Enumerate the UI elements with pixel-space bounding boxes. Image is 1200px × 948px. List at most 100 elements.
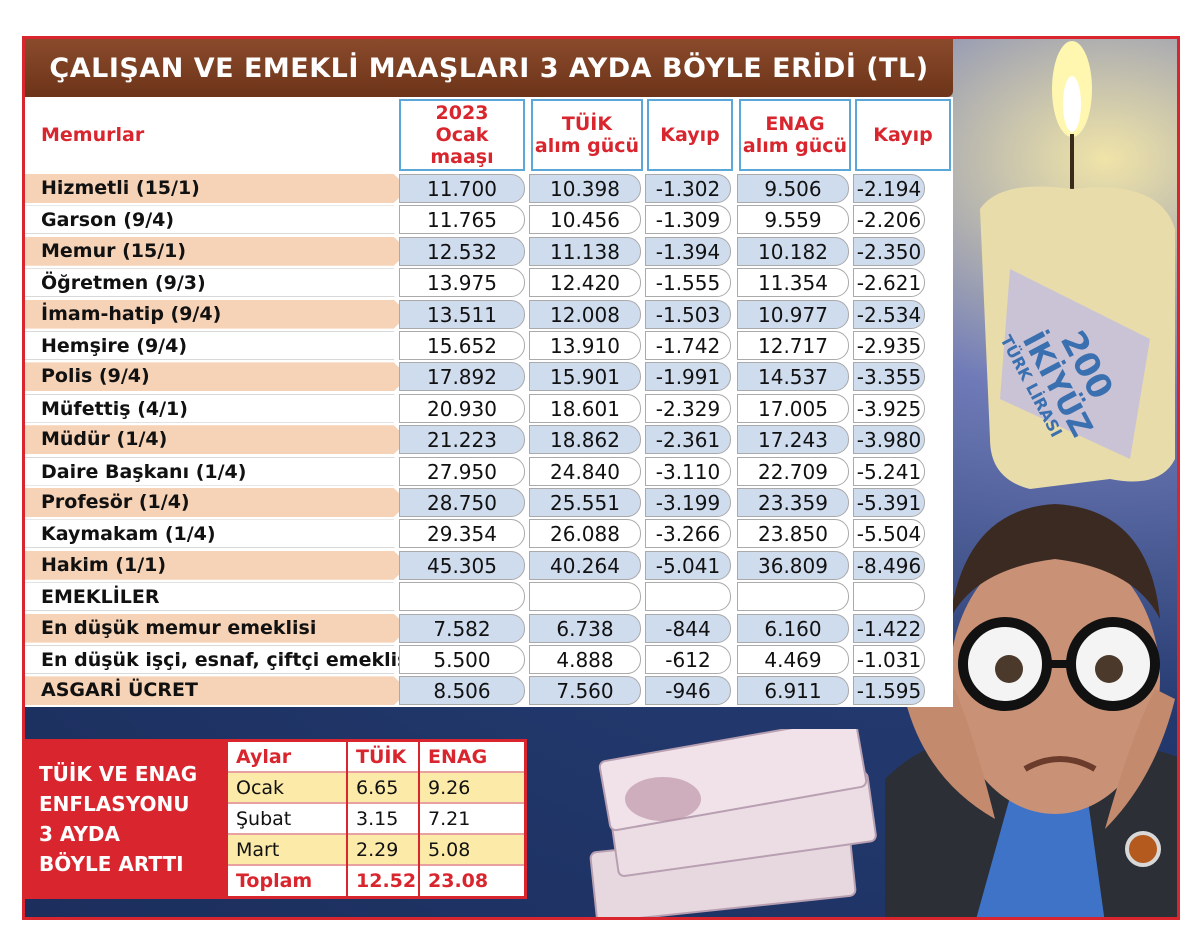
row-label: Öğretmen (9/3) xyxy=(25,268,409,298)
table-cell: -3.110 xyxy=(645,456,731,486)
inflation-row: Mart 2.29 5.08 xyxy=(228,835,524,866)
inflation-total-row: Toplam 12.52 23.08 xyxy=(228,866,524,897)
table-cell: -1.031 xyxy=(853,645,925,674)
table-cell: 9.506 xyxy=(737,174,849,203)
table-cell: -844 xyxy=(645,613,731,643)
inflation-month: Mart xyxy=(236,839,280,861)
inflation-label-line: 3 AYDA xyxy=(39,822,121,846)
table-cell: -3.355 xyxy=(853,362,925,392)
inflation-tuik: 3.15 xyxy=(346,804,418,835)
row-label: Memur (15/1) xyxy=(25,236,409,266)
header-ocak-line2: Ocak maaşı xyxy=(430,124,494,168)
table-cell: 17.243 xyxy=(737,425,849,455)
header-enag-line1: ENAG xyxy=(765,113,825,135)
table-row: EMEKLİLER xyxy=(25,581,953,612)
inflation-header-aylar: Aylar xyxy=(236,746,292,768)
table-cell: 10.182 xyxy=(737,236,849,266)
inflation-label-line: ENFLASYONU xyxy=(39,792,190,816)
table-cell: -3.925 xyxy=(853,393,925,423)
table-cell: -1.742 xyxy=(645,331,731,360)
inflation-enag: 5.08 xyxy=(418,835,524,866)
table-cell: -8.496 xyxy=(853,550,925,580)
inflation-label-line: TÜİK VE ENAG xyxy=(39,762,198,786)
inflation-row: Ocak 6.65 9.26 xyxy=(228,773,524,804)
table-cell: -3.266 xyxy=(645,519,731,549)
header-kayip-2: Kayıp xyxy=(855,99,951,171)
table-cell: 36.809 xyxy=(737,550,849,580)
table-cell: 24.840 xyxy=(529,456,641,486)
table-cell xyxy=(645,582,731,612)
worried-man-icon xyxy=(885,504,1177,917)
table-cell: 14.537 xyxy=(737,362,849,392)
row-label: En düşük işçi, esnaf, çiftçi emeklisi xyxy=(25,645,409,674)
table-cell: 13.511 xyxy=(399,299,525,329)
table-cell: -5.041 xyxy=(645,550,731,580)
header-ocak-maasi: 2023 Ocak maaşı xyxy=(399,99,525,171)
inflation-total-label: Toplam xyxy=(236,870,313,892)
table-cell: 11.354 xyxy=(737,268,849,298)
table-row: Kaymakam (1/4) 29.354 26.088 -3.266 23.850 -5… xyxy=(25,518,953,549)
inflation-header-row: Aylar TÜİK ENAG xyxy=(228,742,524,773)
table-row: Hemşire (9/4) 15.652 13.910 -1.742 12.717 -2.… xyxy=(25,330,953,361)
table-cell: 18.862 xyxy=(529,425,641,455)
table-cell: 12.420 xyxy=(529,268,641,298)
table-cell: 8.506 xyxy=(399,676,525,706)
table-cell: -1.595 xyxy=(853,676,925,706)
row-label: En düşük memur emeklisi xyxy=(25,613,409,643)
table-cell: -1.422 xyxy=(853,613,925,643)
table-cell: 29.354 xyxy=(399,519,525,549)
table-cell: -1.309 xyxy=(645,205,731,235)
row-label: Müdür (1/4) xyxy=(25,425,409,455)
table-cell: -5.391 xyxy=(853,488,925,517)
table-cell: 11.700 xyxy=(399,174,525,203)
table-cell: -946 xyxy=(645,676,731,706)
table-cell: -2.206 xyxy=(853,205,925,235)
header-kayip-1-line: Kayıp xyxy=(660,124,720,146)
table-cell: 12.532 xyxy=(399,236,525,266)
inflation-enag: 9.26 xyxy=(418,773,524,804)
table-cell: 20.930 xyxy=(399,393,525,423)
table-row: En düşük memur emeklisi 7.582 6.738 -844 6.1… xyxy=(25,613,953,644)
table-cell: 7.560 xyxy=(529,676,641,706)
row-label: ASGARİ ÜCRET xyxy=(25,676,409,706)
table-row: Polis (9/4) 17.892 15.901 -1.991 14.537 -3.35… xyxy=(25,361,953,392)
inflation-tuik: 2.29 xyxy=(346,835,418,866)
table-cell: -1.991 xyxy=(645,362,731,392)
row-label: EMEKLİLER xyxy=(25,582,409,612)
table-cell: 10.398 xyxy=(529,174,641,203)
inflation-month: Ocak xyxy=(236,777,285,799)
table-cell: -1.503 xyxy=(645,299,731,329)
row-label: İmam-hatip (9/4) xyxy=(25,299,409,329)
row-label: Profesör (1/4) xyxy=(25,488,409,517)
header-tuik-line1: TÜİK xyxy=(561,113,613,135)
table-cell: 10.456 xyxy=(529,205,641,235)
table-cell: 17.005 xyxy=(737,393,849,423)
table-row: Hakim (1/1) 45.305 40.264 -5.041 36.809 -8.49… xyxy=(25,550,953,581)
table-cell: 11.765 xyxy=(399,205,525,235)
table-cell: 15.652 xyxy=(399,331,525,360)
table-cell xyxy=(853,582,925,612)
table-cell: 12.008 xyxy=(529,299,641,329)
table-cell: -2.361 xyxy=(645,425,731,455)
table-cell: -3.980 xyxy=(853,425,925,455)
salary-table: Memurlar 2023 Ocak maaşı TÜİK alım gücü … xyxy=(25,97,953,707)
header-ocak-line1: 2023 xyxy=(435,102,489,124)
table-row: Garson (9/4) 11.765 10.456 -1.309 9.559 -2.20… xyxy=(25,204,953,235)
inflation-label-line: BÖYLE ARTTI xyxy=(39,852,184,876)
table-cell: 21.223 xyxy=(399,425,525,455)
table-cell: 23.850 xyxy=(737,519,849,549)
table-cell: 27.950 xyxy=(399,456,525,486)
table-row: En düşük işçi, esnaf, çiftçi emeklisi 5.5… xyxy=(25,644,953,675)
row-label: Kaymakam (1/4) xyxy=(25,519,409,549)
table-cell: 45.305 xyxy=(399,550,525,580)
table-cell xyxy=(737,582,849,612)
table-cell: -2.329 xyxy=(645,393,731,423)
inflation-header-enag: ENAG xyxy=(418,742,524,773)
table-row: Memur (15/1) 12.532 11.138 -1.394 10.182 -2.3… xyxy=(25,236,953,267)
table-row: Öğretmen (9/3) 13.975 12.420 -1.555 11.354 -2… xyxy=(25,267,953,298)
row-label: Polis (9/4) xyxy=(25,362,409,392)
row-label: Hizmetli (15/1) xyxy=(25,174,409,203)
table-cell xyxy=(529,582,641,612)
table-row: Müfettiş (4/1) 20.930 18.601 -2.329 17.005 -3… xyxy=(25,393,953,424)
table-cell: 11.138 xyxy=(529,236,641,266)
